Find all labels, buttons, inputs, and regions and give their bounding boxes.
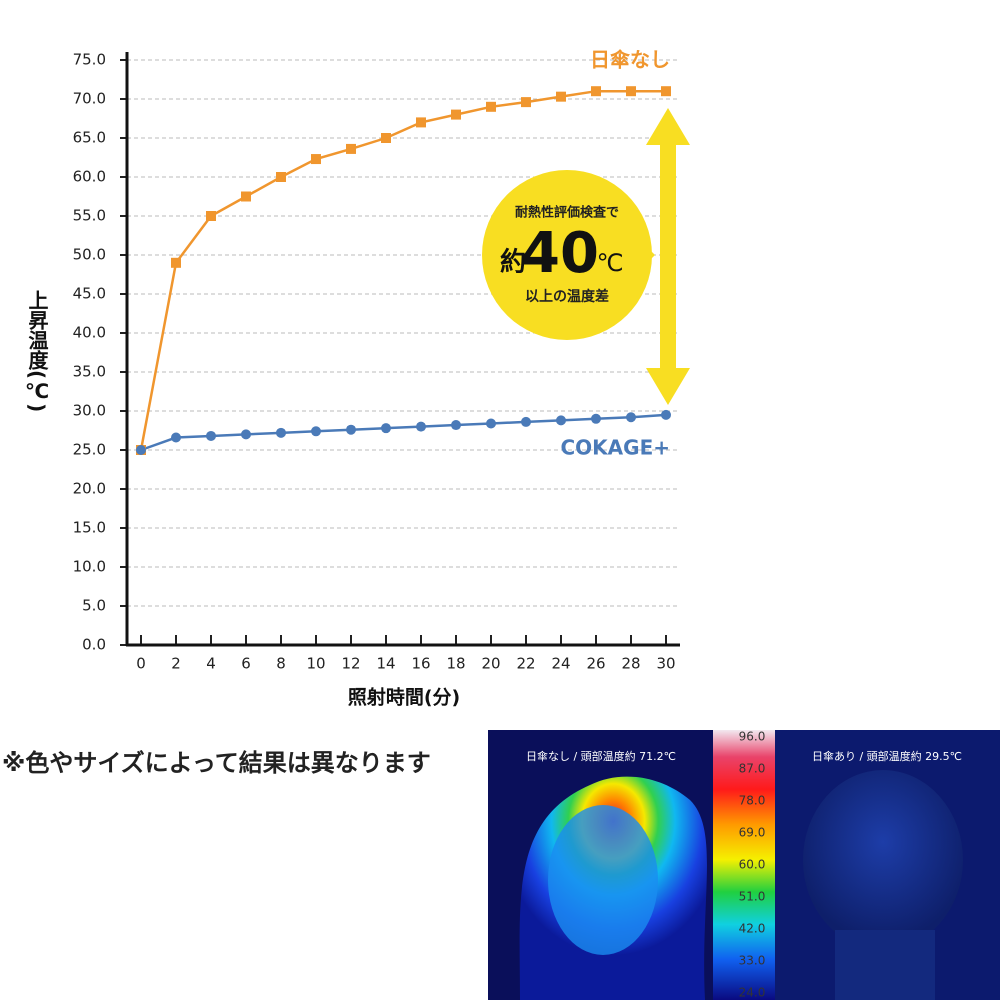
x-tick-label: 0	[136, 655, 146, 673]
x-tick-label: 16	[411, 655, 430, 673]
y-tick-label: 70.0	[73, 90, 106, 108]
x-tick-label: 6	[241, 655, 251, 673]
double-arrow	[646, 108, 690, 405]
x-tick-label: 22	[516, 655, 535, 673]
marker	[661, 86, 671, 97]
cool-neck	[835, 930, 935, 1000]
marker	[661, 409, 671, 420]
x-tick-label: 4	[206, 655, 216, 673]
y-tick-label: 25.0	[73, 441, 106, 459]
y-tick-label: 15.0	[73, 519, 106, 537]
marker	[556, 415, 566, 426]
y-tick-label: 35.0	[73, 363, 106, 381]
marker	[171, 432, 181, 443]
series-label: COKAGE+	[561, 435, 671, 459]
marker	[416, 117, 426, 128]
scale-label: 51.0	[739, 890, 766, 904]
note: ※色やサイズによって結果は異なります	[2, 749, 431, 777]
y-tick-label: 20.0	[73, 480, 106, 498]
marker	[206, 430, 216, 441]
marker	[206, 211, 216, 221]
y-tick-label: 0.0	[82, 636, 106, 654]
marker	[311, 154, 321, 165]
x-tick-label: 2	[171, 655, 181, 673]
scale-label: 42.0	[739, 922, 766, 936]
marker	[451, 109, 461, 120]
marker	[591, 86, 601, 97]
scale-label: 78.0	[739, 794, 766, 808]
scale-label: 24.0	[739, 986, 766, 1000]
y-tick-label: 5.0	[82, 597, 106, 615]
x-tick-label: 28	[621, 655, 640, 673]
marker	[311, 426, 321, 437]
y-tick-label: 40.0	[73, 324, 106, 342]
marker	[171, 257, 181, 268]
marker	[276, 427, 286, 438]
color-scale	[713, 730, 775, 1000]
y-tick-label: 75.0	[73, 51, 106, 69]
annotation-text: 40	[521, 221, 599, 286]
x-tick-label: 18	[446, 655, 465, 673]
y-tick-label: 50.0	[73, 246, 106, 264]
series-label: 日傘なし	[590, 48, 670, 72]
y-tick-label: 30.0	[73, 402, 106, 420]
marker	[521, 416, 531, 427]
x-tick-label: 30	[656, 655, 675, 673]
annotation-text: 以上の温度差	[525, 288, 609, 305]
marker	[451, 420, 461, 431]
marker	[346, 143, 356, 154]
marker	[591, 413, 601, 424]
y-axis-title: 上昇温度(℃)	[25, 290, 49, 413]
x-tick-label: 12	[341, 655, 360, 673]
x-tick-label: 24	[551, 655, 570, 673]
plot: 0.0 5.0 10.0 15.0 20.0 25.0 30.0 35.0 40.0 45.0 50…	[73, 48, 680, 673]
marker	[416, 421, 426, 432]
x-tick-label: 14	[376, 655, 395, 673]
annotation-text: 耐熱性評価検査で	[515, 205, 619, 221]
callout-circle	[482, 170, 652, 340]
thermal-label: 日傘なし / 頭部温度約 71.2℃	[526, 749, 676, 763]
marker	[626, 412, 636, 423]
hot-face	[548, 805, 658, 955]
cool-head	[803, 770, 963, 950]
y-tick-label: 10.0	[73, 558, 106, 576]
annotation: 耐熱性評価検査で 約 40 ℃ 以上の温度差	[482, 108, 690, 405]
marker	[521, 97, 531, 108]
series-line	[139, 89, 666, 451]
marker	[556, 91, 566, 102]
marker	[276, 172, 286, 182]
y-tick-label: 55.0	[73, 207, 106, 225]
marker	[346, 424, 356, 435]
thermal-image: 日傘なし / 頭部温度約 71.2℃ 日傘あり / 頭部温度約 29.5℃	[488, 730, 1000, 1000]
x-tick-label: 8	[276, 655, 286, 673]
x-tick-label: 26	[586, 655, 605, 673]
marker	[241, 429, 251, 440]
scale-label: 69.0	[739, 826, 766, 840]
marker	[626, 86, 636, 97]
y-tick-label: 65.0	[73, 129, 106, 147]
marker	[486, 418, 496, 429]
scale-label: 87.0	[739, 762, 766, 776]
marker	[241, 191, 251, 202]
x-axis-title: 照射時間(分)	[348, 686, 460, 709]
y-tick-label: 45.0	[73, 285, 106, 303]
annotation-text: 約	[500, 247, 526, 278]
marker	[381, 133, 391, 143]
x-tick-label: 10	[306, 655, 325, 673]
scale-label: 96.0	[739, 730, 766, 744]
scale-label: 60.0	[739, 858, 766, 872]
y-tick-label: 60.0	[73, 168, 106, 186]
x-tick-label: 20	[481, 655, 500, 673]
series-line	[140, 413, 667, 452]
thermal-label: 日傘あり / 頭部温度約 29.5℃	[812, 749, 962, 763]
annotation-text: ℃	[597, 249, 624, 277]
scale-label: 33.0	[739, 954, 766, 968]
marker	[136, 445, 146, 455]
marker	[381, 423, 391, 434]
marker	[486, 101, 496, 112]
